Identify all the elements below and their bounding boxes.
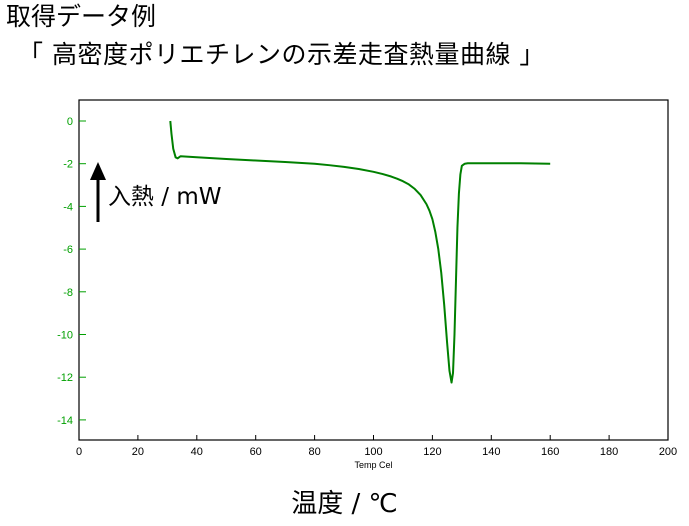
x-tick-label: 40 (191, 446, 203, 458)
x-tick-label: 20 (132, 446, 144, 458)
x-axis: 0 20 40 60 80 100 120 140 160 180 200 (76, 435, 677, 458)
y-tick-label: -10 (57, 330, 73, 342)
y-axis: 0 -2 -4 -6 -8 -10 -12 -14 (57, 116, 86, 427)
x-axis-caption: 温度 / ℃ (291, 489, 398, 519)
title-line-2: 「 高密度ポリエチレンの示差走査熱量曲線 」 (18, 40, 545, 69)
y-tick-label: -4 (63, 201, 73, 213)
x-tick-label: 140 (482, 446, 500, 458)
heat-flow-arrow-icon (90, 162, 106, 222)
title-line-1: 取得データ例 (6, 2, 157, 31)
x-tick-label: 100 (364, 446, 382, 458)
x-tick-label: 120 (423, 446, 441, 458)
x-tick-label: 60 (250, 446, 262, 458)
x-tick-label: 80 (308, 446, 320, 458)
y-tick-label: -12 (57, 372, 73, 384)
y-tick-label: -6 (63, 244, 73, 256)
y-tick-label: -2 (63, 159, 73, 171)
x-axis-name: Temp Cel (354, 460, 392, 470)
plot-frame (78, 99, 669, 441)
dsc-curve-line (169, 120, 551, 384)
y-tick-label: -8 (63, 287, 73, 299)
y-tick-label: 0 (67, 116, 73, 128)
x-tick-label: 180 (600, 446, 618, 458)
x-tick-label: 160 (541, 446, 559, 458)
x-tick-label: 200 (659, 446, 677, 458)
y-tick-label: -14 (57, 415, 73, 427)
x-tick-label: 0 (76, 446, 82, 458)
y-axis-caption: 入熱 / mW (108, 184, 222, 210)
